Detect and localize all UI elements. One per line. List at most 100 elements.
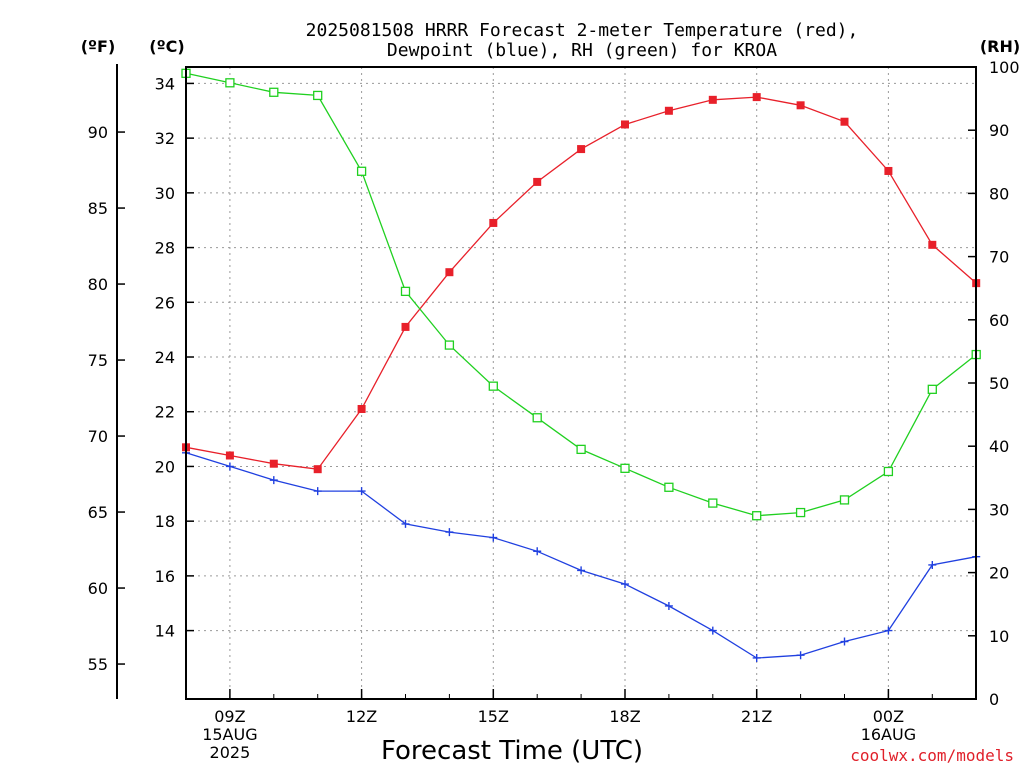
temperature-point <box>621 120 629 129</box>
rh-unit-label: (RH) <box>980 37 1020 56</box>
rh-axis: 0 10 20 30 40 50 60 70 80 90 100 <box>968 58 1020 709</box>
temperature-point <box>752 93 761 102</box>
rh-tick-label: 80 <box>989 184 1009 203</box>
chart-title-line-2: Dewpoint (blue), RH (green) for KROA <box>387 40 777 61</box>
fahrenheit-tick-label: 85 <box>88 199 108 218</box>
rh-tick-label: 0 <box>989 690 999 709</box>
x-tick-label: 09Z <box>214 707 245 726</box>
celsius-tick-label: 24 <box>155 348 175 367</box>
celsius-tick-label: 14 <box>155 622 175 641</box>
fahrenheit-unit-label: (ºF) <box>81 37 116 56</box>
x-axis-title: Forecast Time (UTC) <box>381 736 643 766</box>
rh-point <box>664 482 674 492</box>
dewpoint-point <box>840 637 849 646</box>
fahrenheit-tick-label: 75 <box>88 351 108 370</box>
celsius-tick-label: 30 <box>155 184 175 203</box>
celsius-tick-label: 20 <box>155 457 175 476</box>
rh-point <box>576 444 586 455</box>
fahrenheit-tick-label: 80 <box>88 275 108 294</box>
rh-point <box>839 495 850 505</box>
series-layer <box>181 68 981 662</box>
dewpoint-point <box>269 476 278 485</box>
dewpoint-point <box>489 533 498 542</box>
dewpoint-line <box>185 452 977 659</box>
x-tick-label: 2025 <box>210 743 251 762</box>
celsius-tick-label: 18 <box>155 512 175 531</box>
temperature-point <box>840 117 849 126</box>
dewpoint-point <box>445 528 454 537</box>
rh-point <box>269 87 279 97</box>
grid <box>186 67 976 699</box>
rh-tick-label: 50 <box>989 374 1009 393</box>
rh-point <box>356 166 367 176</box>
temperature-point <box>928 240 937 249</box>
rh-tick-label: 100 <box>989 58 1020 77</box>
x-tick-label: 16AUG <box>861 725 916 744</box>
rh-tick-label: 10 <box>989 627 1009 646</box>
dewpoint-point <box>225 462 234 471</box>
x-tick-label: 15AUG <box>202 725 257 744</box>
fahrenheit-tick-label: 65 <box>88 503 108 522</box>
rh-tick-label: 90 <box>989 121 1009 140</box>
temperature-point <box>313 465 322 474</box>
temperature-point <box>225 451 234 460</box>
rh-point <box>444 340 455 350</box>
temperature-point <box>533 177 542 186</box>
dewpoint-point <box>621 580 629 589</box>
rh-point <box>795 507 806 518</box>
dewpoint-point <box>357 487 366 496</box>
rh-tick-label: 30 <box>989 500 1009 519</box>
plot-frame <box>185 66 977 700</box>
rh-point <box>752 511 762 521</box>
rh-point <box>488 381 498 391</box>
temperature-point <box>884 166 893 175</box>
rh-tick-label: 40 <box>989 437 1009 456</box>
rh-point <box>708 498 718 508</box>
rh-tick-label: 20 <box>989 564 1009 583</box>
fahrenheit-tick-label: 70 <box>88 427 108 446</box>
dewpoint-point <box>577 566 586 575</box>
fahrenheit-axis: 55 60 65 70 75 80 85 90 <box>88 64 125 699</box>
rh-point <box>313 90 323 101</box>
rh-point <box>532 413 542 423</box>
temperature-point <box>269 459 278 468</box>
rh-tick-label: 60 <box>989 311 1009 330</box>
celsius-tick-label: 28 <box>155 239 175 258</box>
rh-series <box>181 68 981 521</box>
dewpoint-point <box>928 560 937 569</box>
celsius-tick-label: 34 <box>155 74 175 93</box>
temperature-point <box>489 218 498 227</box>
celsius-tick-label: 16 <box>155 567 175 586</box>
rh-point <box>927 384 937 394</box>
temperature-point <box>664 106 673 115</box>
x-tick-label: 00Z <box>873 707 904 726</box>
x-tick-label: 18Z <box>609 707 640 726</box>
fahrenheit-tick-label: 60 <box>88 579 108 598</box>
temperature-point <box>445 268 454 277</box>
x-tick-label: 15Z <box>478 707 509 726</box>
dewpoint-series <box>182 448 981 662</box>
celsius-tick-label: 22 <box>155 403 175 422</box>
celsius-axis: 14 16 18 20 22 24 26 28 30 32 34 <box>155 74 194 641</box>
dewpoint-point <box>752 653 761 662</box>
rh-point <box>620 463 630 473</box>
chart-title: 2025081508 HRRR Forecast 2-meter Tempera… <box>306 20 859 61</box>
fahrenheit-tick-label: 55 <box>88 655 108 674</box>
celsius-tick-label: 26 <box>155 293 175 312</box>
dewpoint-point <box>401 519 410 528</box>
fahrenheit-tick-label: 90 <box>88 123 108 142</box>
dewpoint-point <box>708 626 717 635</box>
chart-title-line-1: 2025081508 HRRR Forecast 2-meter Tempera… <box>306 20 859 41</box>
credit-text: coolwx.com/models <box>850 746 1014 765</box>
x-tick-label: 21Z <box>741 707 772 726</box>
celsius-unit-label: (ºC) <box>149 37 184 56</box>
temperature-point <box>357 404 366 413</box>
temperature-point <box>796 101 805 110</box>
dewpoint-point <box>796 651 805 660</box>
rh-point <box>883 466 894 477</box>
temperature-point <box>708 95 717 104</box>
x-tick-label: 12Z <box>346 707 377 726</box>
temperature-series <box>182 93 981 474</box>
